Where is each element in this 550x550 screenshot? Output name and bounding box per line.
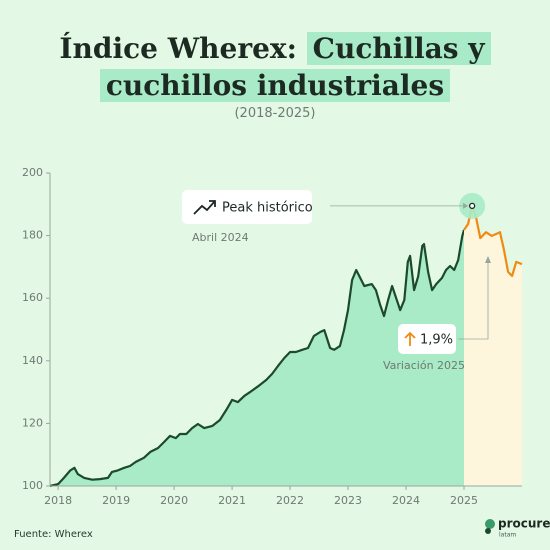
x-tick-label: 2025	[450, 494, 478, 507]
subtitle: (2018-2025)	[234, 106, 316, 121]
x-tick-label: 2020	[160, 494, 188, 507]
area	[50, 230, 465, 486]
x-tick-label: 2022	[276, 494, 304, 507]
x-tick-label: 2024	[392, 494, 420, 507]
logo-icon	[485, 519, 495, 529]
y-tick-label: 200	[22, 166, 43, 179]
annotation-caption: Abril 2024	[192, 231, 249, 244]
annotation-box	[182, 190, 312, 224]
y-tick-label: 120	[22, 416, 43, 429]
annotation-text: 1,9%	[420, 333, 453, 348]
up-arrow	[404, 331, 416, 346]
title-highlight: cuchillos industriales	[99, 69, 451, 102]
x-tick-label: 2018	[44, 494, 72, 507]
arrow-head	[485, 256, 491, 263]
line	[49, 229, 466, 488]
title-part: Índice Wherex:	[59, 32, 297, 65]
y-tick-label: 140	[22, 354, 43, 367]
logo-sub: latam	[499, 532, 516, 539]
connector	[458, 262, 489, 340]
x-tick-label: 2021	[218, 494, 246, 507]
x-tick-label: 2023	[334, 494, 362, 507]
logo: procure latam	[485, 517, 550, 539]
x-tick-label: 2019	[102, 494, 130, 507]
annotation-caption: Variación 2025	[383, 359, 465, 372]
source: Fuente: Wherex	[14, 529, 93, 540]
title-highlight: Cuchillas y	[306, 32, 491, 65]
trend-icon	[193, 200, 216, 215]
peak-marker	[468, 202, 476, 210]
chart-title: Índice Wherex: Cuchillas y cuchillos ind…	[0, 30, 550, 104]
y-tick-label: 180	[22, 229, 43, 242]
logo-icon	[485, 528, 491, 534]
y-tick-label: 100	[22, 479, 43, 492]
annotation-text: Peak histórico	[222, 201, 313, 216]
y-tick-label: 160	[22, 291, 43, 304]
logo-name: procure	[498, 517, 550, 531]
arrow-head	[463, 202, 469, 209]
annotation-box	[398, 324, 456, 354]
area	[464, 205, 522, 486]
